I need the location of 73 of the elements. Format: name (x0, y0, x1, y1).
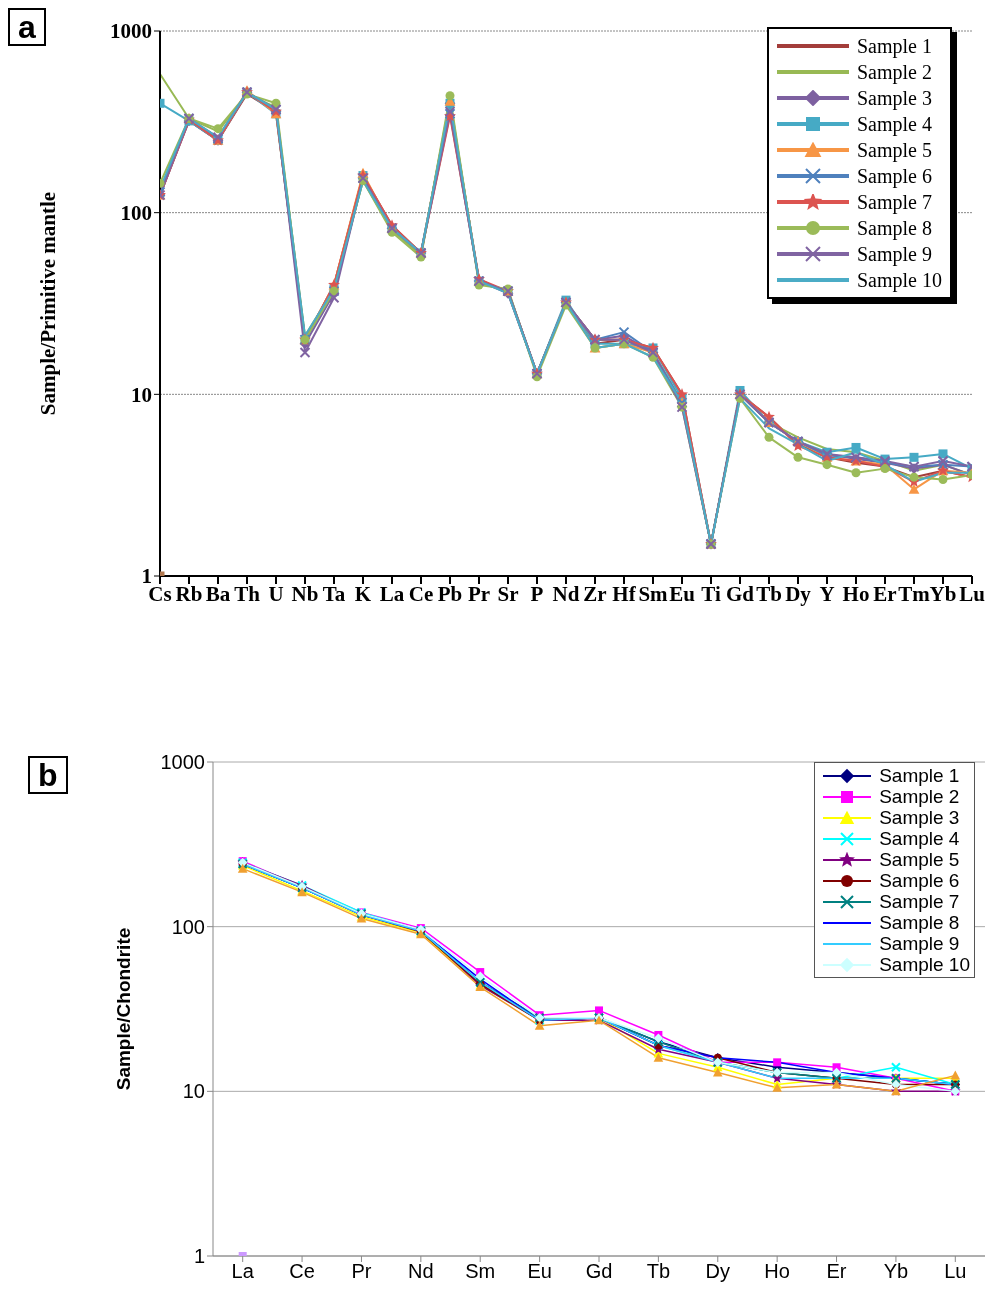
x-tick-label: Tb (646, 1260, 671, 1283)
x-tick-label: Tb (756, 581, 782, 606)
x-tick-label: Ta (322, 581, 346, 606)
x-tick-label: Sr (497, 581, 519, 606)
legend-label: Sample 2 (857, 60, 932, 84)
y-axis-title: Sample/Primitive mantle (36, 191, 61, 416)
text: a (8, 8, 46, 46)
x-tick-label: Tm (898, 581, 931, 606)
y-tick-label: 1 (141, 564, 152, 589)
legend-label: Sample 6 (857, 164, 932, 188)
legend-label: Sample 3 (857, 86, 932, 110)
legend-label: Sample 4 (879, 827, 960, 850)
legend-label: Sample 5 (879, 848, 960, 871)
x-tick-label: Th (234, 581, 261, 606)
legend-label: Sample 7 (857, 190, 932, 214)
x-tick-label: Gd (725, 581, 755, 606)
x-tick-label: Eu (527, 1260, 552, 1283)
x-tick-label: Y (819, 581, 835, 606)
legend-label: Sample 1 (879, 764, 960, 787)
x-tick-label: Eu (669, 581, 696, 606)
x-tick-label: Dy (785, 581, 812, 606)
y-tick-label: 10 (182, 1080, 205, 1103)
legend-label: Sample 2 (879, 785, 960, 808)
x-tick-label: Hf (612, 581, 637, 606)
x-tick-label: Nd (552, 581, 580, 606)
x-tick-label: Er (873, 581, 897, 606)
x-tick-label: Nd (408, 1260, 434, 1283)
x-tick-label: La (231, 1260, 255, 1283)
legend-label: Sample 9 (879, 932, 960, 955)
legend-label: Sample 10 (879, 953, 970, 976)
legend-label: Sample 5 (857, 138, 932, 162)
x-tick-label: Yb (929, 581, 957, 606)
x-tick-label: Pr (467, 581, 491, 606)
y-tick-label: 100 (120, 201, 152, 226)
legend-label: Sample 4 (857, 112, 932, 136)
legend-label: Sample 7 (879, 890, 960, 913)
x-tick-label: La (379, 581, 405, 606)
x-tick-label: Yb (883, 1260, 909, 1283)
x-tick-label: Ce (408, 581, 434, 606)
x-tick-label: Zr (583, 581, 607, 606)
x-tick-label: Gd (585, 1260, 613, 1283)
y-axis-title: Sample/Chondrite (112, 927, 134, 1091)
x-tick-label: Ho (842, 581, 870, 606)
legend-label: Sample 9 (857, 242, 932, 266)
text: b (28, 756, 68, 794)
legend-label: Sample 8 (857, 216, 932, 240)
x-tick-label: Rb (175, 581, 203, 606)
x-tick-label: Er (826, 1260, 847, 1283)
x-tick-label: P (530, 581, 544, 606)
x-tick-label: Ti (701, 581, 721, 606)
x-tick-label: Ba (205, 581, 231, 606)
y-tick-label: 1000 (110, 19, 152, 44)
x-tick-label: Lu (959, 581, 986, 606)
y-tick-label: 100 (171, 915, 205, 938)
x-tick-label: Sm (465, 1260, 496, 1283)
x-tick-label: K (354, 581, 372, 606)
x-tick-label: Dy (705, 1260, 730, 1283)
x-tick-label: Ho (764, 1260, 790, 1283)
x-tick-label: Sm (638, 581, 669, 606)
x-tick-label: Nb (291, 581, 319, 606)
y-tick-label: 1 (193, 1245, 205, 1268)
y-tick-label: 1000 (160, 751, 205, 774)
x-tick-label: Pb (437, 581, 463, 606)
x-tick-label: U (268, 581, 284, 606)
legend-label: Sample 6 (879, 869, 960, 892)
legend-label: Sample 10 (857, 268, 942, 292)
y-tick-label: 10 (131, 382, 152, 407)
x-tick-label: Ce (289, 1260, 315, 1283)
legend-label: Sample 3 (879, 806, 960, 829)
x-tick-label: Lu (944, 1260, 967, 1283)
x-tick-label: Pr (351, 1260, 372, 1283)
legend-label: Sample 1 (857, 34, 932, 58)
legend-label: Sample 8 (879, 911, 960, 934)
